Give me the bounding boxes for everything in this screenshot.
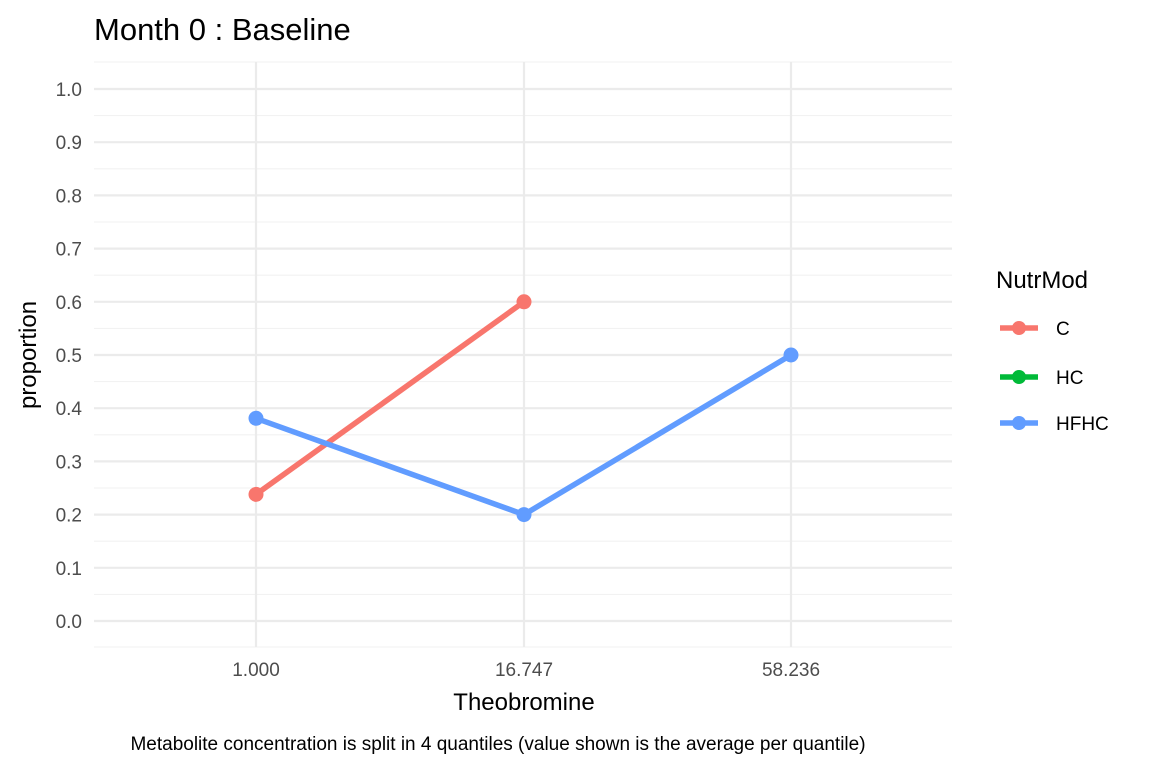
data-point-hfhc	[248, 410, 264, 426]
y-tick-label: 0.0	[56, 612, 82, 633]
y-tick-label: 0.7	[56, 240, 82, 261]
legend-key-point	[1012, 321, 1026, 335]
x-axis-title: Theobromine	[453, 689, 594, 716]
y-tick-label: 0.8	[56, 186, 82, 207]
legend-title: NutrMod	[996, 267, 1088, 294]
data-point-c	[248, 486, 264, 502]
legend: NutrMod C HC HFHC	[996, 267, 1109, 435]
legend-label: C	[1056, 319, 1070, 340]
legend-label: HC	[1056, 368, 1083, 389]
y-tick-label: 0.6	[56, 293, 82, 314]
y-tick-label: 0.9	[56, 133, 82, 154]
y-axis-ticks: 0.0 0.1 0.2 0.3 0.4 0.5 0.6 0.7 0.8 0.9 1.0	[56, 80, 83, 633]
y-tick-label: 0.4	[56, 399, 83, 420]
chart-caption: Metabolite concentration is split in 4 q…	[130, 734, 865, 755]
chart-title: Month 0 : Baseline	[94, 12, 351, 47]
y-tick-label: 0.2	[56, 506, 82, 527]
legend-key-point	[1012, 416, 1026, 430]
y-axis-title: proportion	[15, 301, 42, 409]
series-layer	[248, 294, 799, 523]
y-tick-label: 0.3	[56, 452, 82, 473]
y-tick-label: 0.5	[56, 346, 82, 367]
x-tick-label: 16.747	[495, 660, 553, 681]
data-point-c	[516, 294, 532, 310]
x-tick-label: 1.000	[232, 660, 280, 681]
x-tick-label: 58.236	[762, 660, 820, 681]
legend-key-point	[1012, 370, 1026, 384]
plot-grid	[94, 61, 952, 648]
series-line-c	[254, 299, 526, 497]
y-tick-label: 0.1	[56, 559, 82, 580]
data-point-hfhc	[783, 347, 799, 363]
data-point-hfhc	[516, 507, 532, 523]
x-axis-ticks: 1.000 16.747 58.236	[232, 660, 820, 681]
legend-label: HFHC	[1056, 414, 1109, 435]
y-tick-label: 1.0	[56, 80, 82, 101]
